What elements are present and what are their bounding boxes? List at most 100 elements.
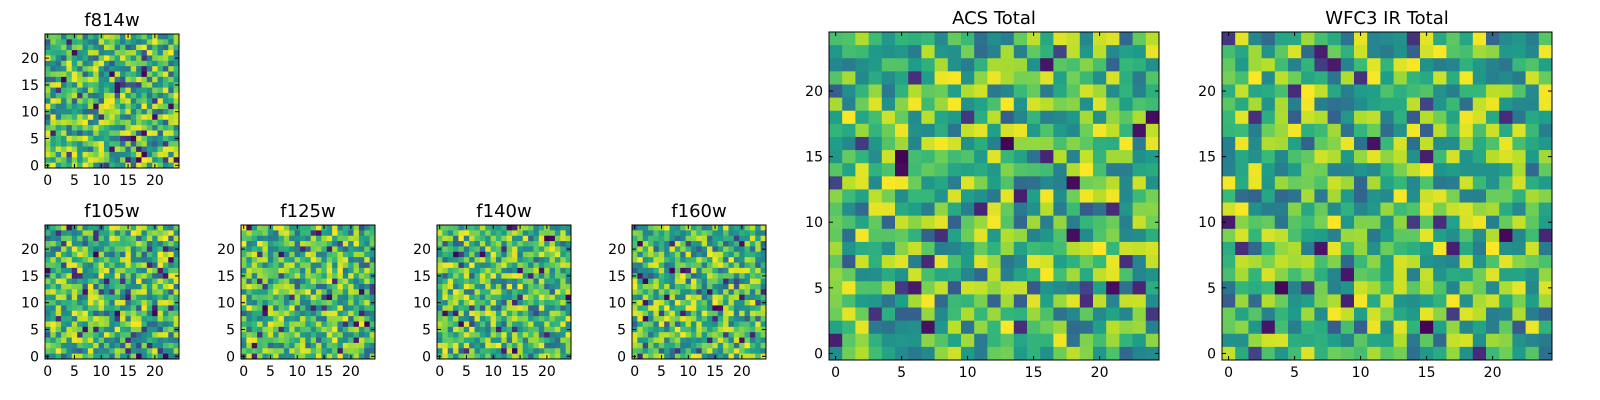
heatmap-cell <box>241 257 247 263</box>
heatmap-cell <box>305 225 312 231</box>
heatmap-cell <box>749 321 756 328</box>
heatmap-cell <box>1472 268 1487 282</box>
heatmap-cell <box>648 257 654 263</box>
heatmap-cell <box>87 225 94 231</box>
heatmap-cell <box>961 346 975 361</box>
heatmap-cell <box>528 278 534 285</box>
heatmap-cell <box>1472 150 1487 164</box>
heatmap-cell <box>152 337 158 344</box>
heatmap-cell <box>120 82 126 88</box>
heatmap-cell <box>1327 123 1342 138</box>
heatmap-cell <box>723 283 729 290</box>
heatmap-cell <box>533 262 540 269</box>
heatmap-cell <box>294 283 301 290</box>
heatmap-cell <box>549 278 556 285</box>
heatmap-cell <box>658 321 665 328</box>
heatmap-cell <box>98 146 105 153</box>
heatmap-cell <box>283 267 290 274</box>
heatmap-cell <box>82 294 89 301</box>
heatmap-cell <box>55 326 62 333</box>
heatmap-cell <box>337 267 344 274</box>
heatmap-cell <box>961 202 975 217</box>
heatmap-cell <box>1053 110 1067 125</box>
heatmap-cell <box>136 157 142 164</box>
heatmap-cell <box>723 267 729 274</box>
heatmap-cell <box>1486 202 1500 217</box>
heatmap-cell <box>528 267 534 274</box>
heatmap-cell <box>712 348 719 355</box>
heatmap-cell <box>474 353 481 360</box>
heatmap-cell <box>109 241 116 247</box>
heatmap-cell <box>544 332 550 338</box>
heatmap-cell <box>1486 97 1500 112</box>
heatmap-cell <box>1472 110 1487 125</box>
heatmap-cell <box>458 305 465 312</box>
heatmap-cell <box>760 289 767 296</box>
heatmap-cell <box>82 348 89 355</box>
heatmap-cell <box>1459 45 1474 59</box>
heatmap-cell <box>1354 333 1368 348</box>
heatmap-cell <box>881 97 896 112</box>
heatmap-cell <box>701 321 708 328</box>
heatmap-cell <box>358 241 365 247</box>
heatmap-cell <box>658 310 665 317</box>
heatmap-cell <box>474 294 481 301</box>
heatmap-cell <box>749 310 756 317</box>
heatmap-cell <box>1499 228 1513 243</box>
heatmap-cell <box>701 262 708 269</box>
heatmap-cell <box>842 163 856 177</box>
heatmap-cell <box>103 326 110 333</box>
heatmap-cell <box>1145 150 1160 164</box>
heatmap-cell <box>696 257 703 263</box>
heatmap-cell <box>1079 281 1094 295</box>
heatmap-cell <box>168 332 175 338</box>
heatmap-cell <box>310 289 317 296</box>
heatmap-cell <box>55 125 62 131</box>
heatmap-cell <box>447 289 454 296</box>
heatmap-cell <box>369 321 376 328</box>
heatmap-cell <box>162 246 169 253</box>
heatmap-cell <box>77 92 83 99</box>
heatmap-cell <box>664 241 670 247</box>
heatmap-cell <box>642 294 649 301</box>
heatmap-cell <box>669 321 676 328</box>
heatmap-cell <box>157 151 164 158</box>
heatmap-cell <box>251 353 258 360</box>
heatmap-cell <box>1119 97 1133 112</box>
heatmap-cell <box>881 333 896 348</box>
heatmap-cell <box>453 241 459 247</box>
heatmap-cell <box>326 332 333 338</box>
heatmap-cell <box>1000 58 1015 72</box>
heatmap-cell <box>1538 268 1553 282</box>
heatmap-cell <box>1093 268 1107 282</box>
heatmap-cell <box>267 283 274 290</box>
heatmap-cell <box>71 332 78 338</box>
y-tick-label: 5 <box>422 323 431 339</box>
heatmap-cell <box>712 300 719 306</box>
heatmap-cell <box>294 257 301 263</box>
heatmap-cell <box>685 241 692 247</box>
heatmap-cell <box>246 267 253 274</box>
heatmap-cell <box>701 235 708 242</box>
heatmap-cell <box>103 225 110 231</box>
heatmap-cell <box>565 267 572 274</box>
heatmap-cell <box>442 262 449 269</box>
heatmap-cell <box>316 289 322 296</box>
heatmap-cell <box>544 289 550 296</box>
heatmap-cell <box>1288 32 1302 46</box>
heatmap-cell <box>974 71 988 85</box>
heatmap-cell <box>109 44 116 51</box>
heatmap-cell <box>1301 84 1315 98</box>
heatmap-cell <box>881 45 896 59</box>
heatmap-cell <box>707 267 713 274</box>
heatmap-cell <box>512 289 518 296</box>
heatmap-cell <box>437 337 443 344</box>
heatmap-cell <box>130 130 137 137</box>
heatmap-cell <box>130 246 137 253</box>
heatmap-cell <box>283 257 290 263</box>
heatmap-cell <box>125 87 132 94</box>
heatmap-cell <box>1406 202 1421 217</box>
heatmap-cell <box>257 273 263 279</box>
heatmap-cell <box>66 92 73 99</box>
heatmap-cell <box>908 163 922 177</box>
